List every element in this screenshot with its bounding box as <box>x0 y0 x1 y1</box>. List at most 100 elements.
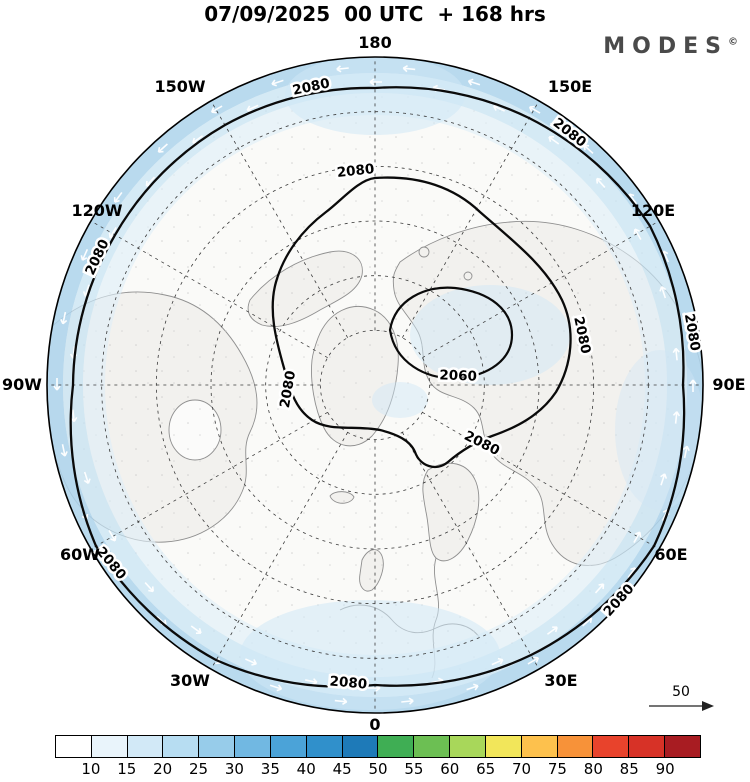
colorbar-segment <box>126 736 163 757</box>
colorbar-tick: 75 <box>547 760 567 778</box>
lon-label-150e: 150E <box>548 77 592 96</box>
reference-arrow-head <box>702 701 714 711</box>
wind-arrow <box>369 78 382 86</box>
wind-arrow <box>633 531 642 543</box>
page-title: 07/09/2025 00 UTC + 168 hrs <box>204 2 546 26</box>
colorbar-segment <box>56 736 91 757</box>
lon-label-0: 0 <box>369 715 380 734</box>
lon-label-30w: 30W <box>170 671 210 690</box>
colorbar-segment <box>198 736 235 757</box>
lon-label-180: 180 <box>358 33 391 52</box>
colorbar-tick: 65 <box>476 760 496 778</box>
wind-arrow <box>546 626 558 635</box>
contour-label-2080: 2080 <box>329 673 368 692</box>
colorbar-segment <box>664 736 700 757</box>
wind-arrow <box>60 311 68 325</box>
colorbar-segment <box>592 736 629 757</box>
colorbar-segment <box>341 736 378 757</box>
wind-arrow <box>80 248 89 261</box>
speckle-texture <box>70 80 680 690</box>
lon-label-30e: 30E <box>544 671 577 690</box>
wind-arrow <box>672 347 680 361</box>
wind-arrow <box>659 285 667 299</box>
colorbar-segment <box>628 736 665 757</box>
colorbar-segment <box>234 736 270 757</box>
lon-label-150w: 150W <box>154 77 205 96</box>
contour-label-2060: 2060 <box>439 367 477 384</box>
wind-arrow <box>528 105 541 114</box>
wind-arrow <box>682 445 690 459</box>
colorbar-tick: 70 <box>512 760 532 778</box>
longitude-labels: 180 150W 150E 120W 120E 90W 90E 60W 60E … <box>2 33 746 734</box>
lon-label-90e: 90E <box>712 375 745 394</box>
colorbar-segment <box>305 736 342 757</box>
colorbar-segment <box>449 736 485 757</box>
lon-label-120e: 120E <box>631 201 675 220</box>
wind-arrow <box>53 378 61 391</box>
colorbar-tick: 50 <box>368 760 388 778</box>
wind-arrow <box>402 64 416 73</box>
modes-logo-mark: © <box>728 36 738 48</box>
colorbar-segment <box>269 736 306 757</box>
colorbar-segment <box>484 736 521 757</box>
wind-arrow <box>527 656 540 665</box>
wind-arrow <box>306 85 320 93</box>
lon-label-90w: 90W <box>2 375 42 394</box>
wind-arrow <box>596 177 606 188</box>
colorbar-tick: 45 <box>332 760 352 778</box>
wind-arrow <box>210 105 223 114</box>
wind-arrow <box>672 411 681 424</box>
map-boundary <box>46 56 704 714</box>
wind-arrow <box>190 625 202 634</box>
wind-arrow <box>491 657 504 666</box>
colorbar-tick: 15 <box>117 760 137 778</box>
wind-arrow <box>401 697 414 705</box>
colorbar-tick: 85 <box>619 760 639 778</box>
wind-arrow <box>113 191 123 203</box>
wind-arrow <box>548 136 560 145</box>
colorbar-ticks: 10 15 20 25 30 35 40 45 50 55 60 65 70 75 80 85 90 <box>55 760 701 780</box>
colorbar-tick: 80 <box>583 760 603 778</box>
lon-label-60w: 60W <box>60 545 100 564</box>
colorbar-tick: 20 <box>153 760 173 778</box>
contour-2060 <box>388 286 514 380</box>
wind-arrow <box>108 530 117 542</box>
wind-arrow <box>157 143 168 153</box>
colorbar-segment <box>90 736 127 757</box>
lon-label-120w: 120W <box>71 201 122 220</box>
colorbar-tick: 10 <box>81 760 101 778</box>
wind-arrow <box>689 379 697 392</box>
contour-2080-outer <box>69 86 686 688</box>
wind-arrows <box>53 64 697 706</box>
wind-arrow <box>583 144 594 154</box>
colorbar-segment <box>377 736 414 757</box>
wind-arrow <box>682 313 690 326</box>
wind-arrow <box>594 583 605 594</box>
colorbar: 10 15 20 25 30 35 40 45 50 55 60 65 70 75 80 85 90 <box>55 735 701 780</box>
modes-logo: MODES© <box>603 34 738 59</box>
wind-arrow <box>271 79 284 87</box>
graticule <box>47 57 703 713</box>
contour-2080-inner <box>271 176 572 469</box>
wind-arrow <box>269 684 283 692</box>
modes-logo-text: MODES <box>603 34 728 59</box>
colorbar-segment <box>520 736 557 757</box>
wind-arrow <box>304 678 318 686</box>
colorbar-tick: 35 <box>260 760 280 778</box>
latitude-circle <box>265 275 485 495</box>
latitude-circle <box>210 220 540 550</box>
colorbar-tick: 60 <box>440 760 460 778</box>
lon-label-60e: 60E <box>654 545 687 564</box>
wind-arrow <box>467 78 481 86</box>
latitude-circle <box>155 165 595 605</box>
colorbar-segment <box>162 736 199 757</box>
colorbar-tick: 55 <box>404 760 424 778</box>
wind-arrow <box>60 444 68 457</box>
wind-arrow <box>633 228 642 240</box>
wind-arrow <box>466 683 479 691</box>
wind-arrow <box>660 473 668 486</box>
colorbar-segments <box>55 735 701 758</box>
colorbar-tick: 40 <box>296 760 316 778</box>
